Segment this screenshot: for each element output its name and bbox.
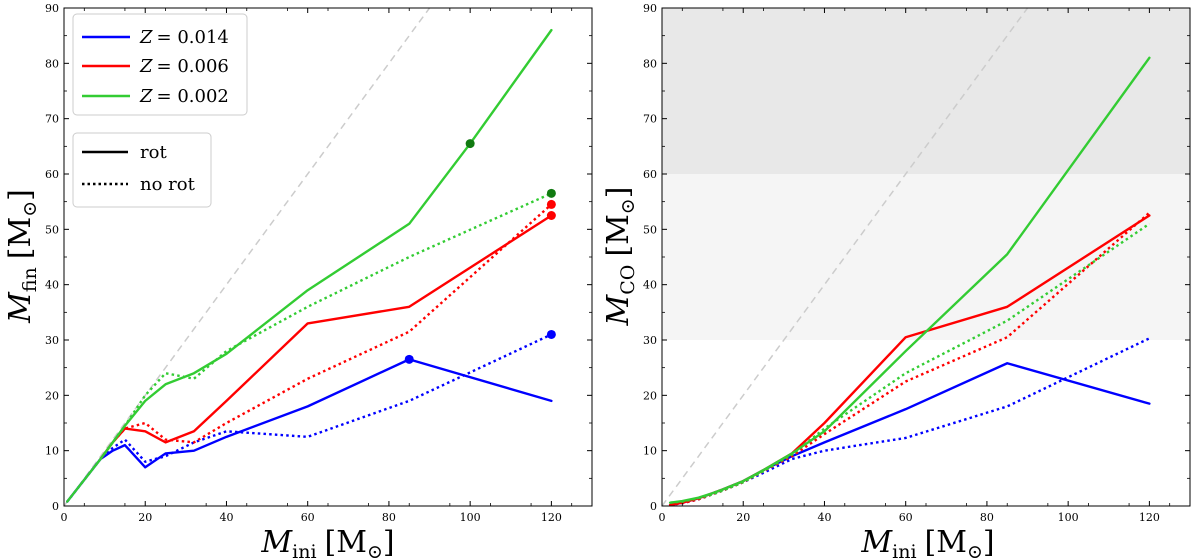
right-x-axis-title: Mini [M⊙] — [860, 525, 994, 558]
left-marker-red-120-rot — [546, 211, 556, 220]
left-ytick-label-0: 0 — [52, 500, 59, 513]
legend-label-z-0014: Z = 0.014 — [139, 27, 229, 48]
legend-label-z-0002: Z = 0.002 — [139, 86, 229, 107]
legend-label-z-0006: Z = 0.006 — [139, 56, 229, 77]
legend-item-rot: rot — [82, 142, 167, 163]
right-xtick-label-20: 20 — [736, 511, 750, 524]
left-marker-red-120-norot — [546, 199, 556, 209]
left-ytick-label-10: 10 — [45, 445, 59, 458]
right-xtick-label-0: 0 — [659, 511, 666, 524]
right-ytick-label-70: 70 — [643, 113, 657, 126]
right-ytick-label-10: 10 — [643, 445, 657, 458]
left-marker-blue-120 — [546, 329, 556, 339]
left-xtick-label-80: 80 — [382, 511, 396, 524]
right-series-z-0-006-no-rot — [669, 211, 1151, 507]
legend-metallicity-box — [72, 13, 248, 116]
right-ytick-label-50: 50 — [643, 223, 657, 236]
right-band-1 — [662, 174, 1190, 340]
left-xtick-label-120: 120 — [541, 511, 562, 524]
right-ticks-group: 0 20 40 60 80 100 120 0 10 20 30 40 50 60 70 80 90 — [643, 2, 1190, 524]
left-series-z-0-014-no-rot — [66, 333, 552, 503]
left-xtick-label-0: 0 — [61, 511, 68, 524]
right-shaded-bands — [662, 8, 1190, 340]
left-x-axis-title: Mini [M⊙] — [260, 525, 394, 558]
left-ytick-label-50: 50 — [45, 223, 59, 236]
right-ytick-label-80: 80 — [643, 57, 657, 70]
legend-metallicity: Z = 0.014 Z = 0.006 Z = 0.002 — [72, 13, 248, 116]
legend-rotation: rot no rot — [72, 132, 212, 208]
left-series-z-0-014-rot — [66, 358, 553, 503]
right-ytick-label-0: 0 — [650, 500, 657, 513]
left-marker-green-100 — [465, 139, 475, 149]
right-xtick-label-100: 100 — [1058, 511, 1079, 524]
right-reference-line — [661, 7, 1029, 507]
left-markers-group — [404, 139, 556, 364]
right-series-z-0-002-rot — [668, 56, 1151, 504]
right-band-0 — [662, 8, 1190, 174]
left-series-z-0-006-rot — [99, 214, 553, 461]
left-ytick-label-40: 40 — [45, 279, 59, 292]
left-ytick-label-20: 20 — [45, 389, 59, 402]
legend-label-rot: rot — [140, 142, 167, 163]
right-series-z-0-014-no-rot — [669, 337, 1150, 507]
left-xtick-label-60: 60 — [301, 511, 315, 524]
right-xtick-label-60: 60 — [899, 511, 913, 524]
left-y-axis-title: Mfin[M⊙] — [3, 189, 41, 324]
right-ytick-label-40: 40 — [643, 279, 657, 292]
right-series-group — [668, 56, 1151, 507]
left-series-group — [66, 28, 553, 503]
left-series-z-0-002-no-rot — [99, 192, 552, 460]
left-xtick-label-20: 20 — [138, 511, 152, 524]
right-panel: 0 20 40 60 80 100 120 0 10 20 30 40 50 60 70 80 90 Mini[… — [601, 2, 1191, 558]
legend-item-z-0014: Z = 0.014 — [82, 27, 229, 48]
right-xtick-label-120: 120 — [1139, 511, 1160, 524]
left-marker-blue-85 — [404, 354, 414, 364]
legend-item-z-0006: Z = 0.006 — [82, 56, 229, 77]
left-ytick-label-70: 70 — [45, 113, 59, 126]
left-series-z-0-006-no-rot — [99, 203, 553, 460]
right-xtick-label-40: 40 — [817, 511, 831, 524]
legend-item-no-rot: no rot — [82, 174, 196, 195]
legend-item-z-0002: Z = 0.002 — [82, 86, 229, 107]
left-xtick-label-40: 40 — [219, 511, 233, 524]
left-ticks-group: 0 20 40 60 80 100 120 0 10 20 30 40 50 60 70 80 90 — [45, 2, 592, 524]
left-ytick-label-60: 60 — [45, 168, 59, 181]
right-series-z-0-002-no-rot — [670, 222, 1151, 504]
left-xtick-label-100: 100 — [460, 511, 481, 524]
right-y-axis-title: MCO[M⊙] — [601, 187, 639, 327]
legend-label-no-rot: no rot — [140, 174, 196, 195]
left-ytick-label-80: 80 — [45, 57, 59, 70]
right-ytick-label-20: 20 — [643, 389, 657, 402]
right-ytick-label-90: 90 — [643, 2, 657, 15]
left-panel: 0 20 40 60 80 100 120 0 10 20 30 40 50 60 70 80 90 Z = 0.… — [3, 2, 593, 558]
left-reference-line — [63, 7, 431, 507]
right-ytick-label-60: 60 — [643, 168, 657, 181]
left-ytick-label-30: 30 — [45, 334, 59, 347]
right-xtick-label-80: 80 — [980, 511, 994, 524]
left-marker-green-120 — [546, 188, 556, 198]
right-ytick-label-30: 30 — [643, 334, 657, 347]
left-ytick-label-90: 90 — [45, 2, 59, 15]
